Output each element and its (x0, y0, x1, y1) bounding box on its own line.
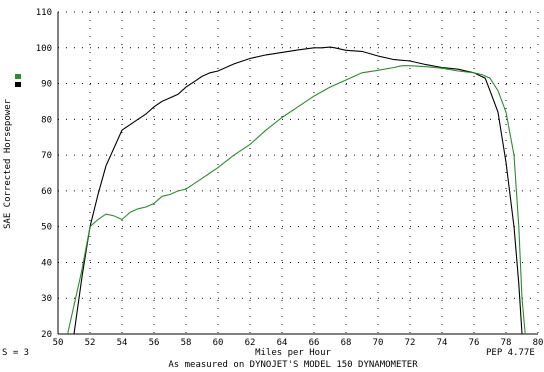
smoothing-label: S = 3 (2, 348, 29, 358)
x-tick-label: 50 (53, 338, 64, 348)
peak-label: PEP 4.77E (486, 348, 535, 358)
x-tick-label: 72 (405, 338, 416, 348)
y-axis-title: SAE Corrected Horsepower (3, 98, 13, 229)
tick-labels: 20 30 40 50 60 70 80 90 100 110 50 52 54 56 58 60 62 64 66… (36, 8, 544, 348)
x-tick-label: 78 (501, 338, 512, 348)
y-tick-label: 20 (41, 330, 52, 340)
y-tick-label: 90 (41, 80, 52, 90)
x-tick-label: 60 (213, 338, 224, 348)
x-tick-label: 70 (373, 338, 384, 348)
x-tick-label: 54 (117, 338, 128, 348)
series-line-black (73, 46, 523, 334)
x-tick-label: 56 (149, 338, 160, 348)
x-tick-label: 76 (469, 338, 480, 348)
y-tick-label: 70 (41, 151, 52, 161)
x-tick-label: 62 (245, 338, 256, 348)
y-tick-label: 80 (41, 115, 52, 125)
x-axis-title: Miles per Hour (255, 348, 331, 358)
legend-swatch-black (15, 82, 21, 87)
caption: As measured on DYNOJET'S MODEL 150 DYNAM… (168, 360, 418, 370)
grid (58, 11, 539, 334)
y-tick-label: 100 (36, 44, 52, 54)
x-tick-label: 66 (309, 338, 320, 348)
series-line-green (67, 65, 526, 334)
x-tick-label: 64 (277, 338, 288, 348)
y-tick-label: 30 (41, 294, 52, 304)
axes (57, 12, 538, 335)
y-tick-label: 110 (36, 8, 52, 18)
y-tick-label: 40 (41, 258, 52, 268)
x-tick-label: 52 (85, 338, 96, 348)
x-tick-label: 58 (181, 338, 192, 348)
y-tick-label: 60 (41, 187, 52, 197)
x-tick-label: 80 (533, 338, 544, 348)
x-tick-label: 68 (341, 338, 352, 348)
y-tick-label: 50 (41, 223, 52, 233)
legend-swatch-green (15, 74, 21, 79)
series-layer (67, 46, 526, 334)
x-tick-label: 74 (437, 338, 448, 348)
